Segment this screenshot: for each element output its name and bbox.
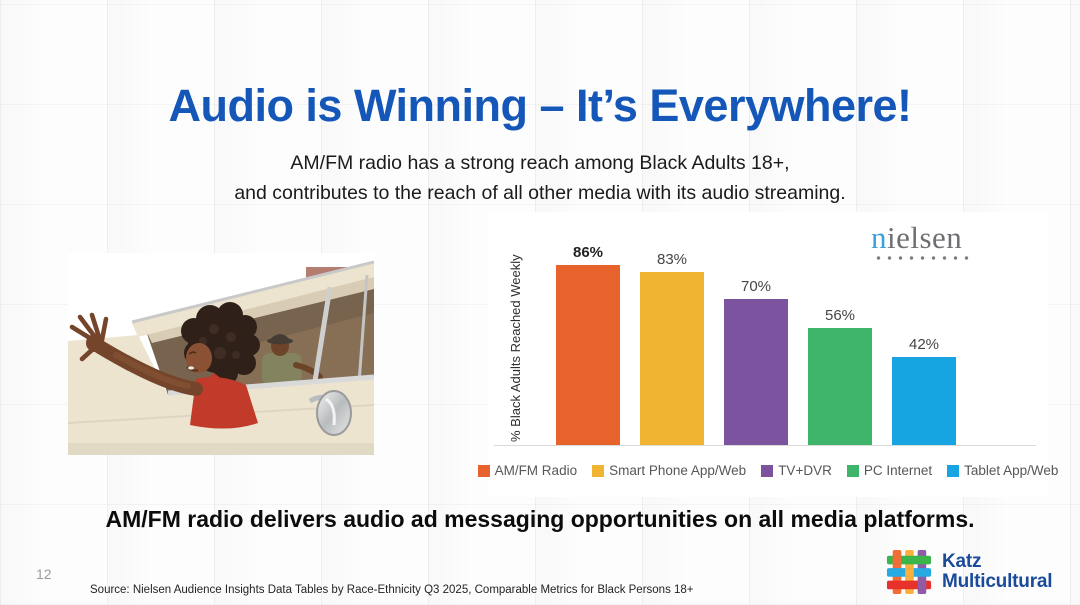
nielsen-wordmark-rest: ielsen	[887, 220, 963, 255]
katz-wordmark-line2: Multicultural	[942, 571, 1053, 592]
subtitle-line-1: AM/FM radio has a strong reach among Bla…	[290, 152, 790, 174]
slide-title: Audio is Winning – It’s Everywhere!	[168, 80, 912, 132]
legend-item-4: Tablet App/Web	[947, 463, 1058, 478]
bar-rect	[556, 265, 620, 445]
bar-0: 86%	[556, 244, 620, 445]
car-photo-illustration	[68, 253, 374, 455]
legend-label: AM/FM Radio	[494, 463, 578, 478]
legend-item-1: Smart Phone App/Web	[592, 463, 746, 478]
legend-swatch	[846, 464, 859, 477]
legend-label: TV+DVR	[778, 463, 832, 478]
legend-item-2: TV+DVR	[761, 463, 832, 478]
bar-4: 42%	[892, 336, 956, 445]
nielsen-logo: nielsen	[871, 222, 971, 261]
bar-chart: nielsen % Black Adults Reached Weekly 86…	[477, 212, 1058, 497]
source-note: Source: Nielsen Audience Insights Data T…	[90, 584, 694, 596]
bar-3: 56%	[808, 307, 872, 445]
bar-rect	[640, 272, 704, 445]
bar-value-label: 86%	[572, 244, 604, 261]
chart-legend: AM/FM Radio Smart Phone App/Web TV+DVR PC I…	[477, 463, 1058, 478]
legend-swatch	[592, 464, 605, 477]
legend-swatch	[761, 464, 774, 477]
bar-1: 83%	[640, 251, 704, 445]
legend-swatch	[947, 464, 960, 477]
bar-2: 70%	[724, 278, 788, 445]
takeaway-text: AM/FM radio delivers audio ad messaging …	[105, 506, 975, 532]
legend-item-3: PC Internet	[846, 463, 933, 478]
bar-rect	[724, 299, 788, 445]
bar-value-label: 56%	[824, 307, 856, 324]
bar-value-label: 70%	[740, 278, 772, 295]
chart-y-axis-label: % Black Adults Reached Weekly	[508, 254, 523, 443]
bar-value-label: 83%	[656, 251, 688, 268]
chart-baseline	[494, 445, 1036, 446]
nielsen-wordmark-first-letter: n	[871, 220, 887, 255]
legend-item-0: AM/FM Radio	[477, 463, 578, 478]
legend-label: PC Internet	[863, 463, 933, 478]
katz-wordmark: Katz Multicultural	[942, 550, 1053, 593]
legend-label: Smart Phone App/Web	[609, 463, 747, 478]
katz-multicultural-logo: Katz Multicultural	[886, 549, 1053, 595]
bar-rect	[892, 357, 956, 445]
page-number: 12	[36, 566, 52, 582]
slide-subtitle: AM/FM radio has a strong reach among Bla…	[0, 148, 1080, 208]
car-photo	[68, 253, 374, 455]
nielsen-dots	[873, 255, 971, 261]
legend-swatch	[477, 464, 490, 477]
subtitle-line-2: and contributes to the reach of all othe…	[234, 182, 846, 204]
katz-weave-icon	[886, 549, 932, 595]
bar-value-label: 42%	[908, 336, 940, 353]
katz-wordmark-line1: Katz	[942, 550, 982, 572]
legend-label: Tablet App/Web	[964, 463, 1059, 478]
bar-rect	[808, 328, 872, 445]
chart-bars: 86% 83% 70% 56% 42%	[556, 244, 956, 445]
